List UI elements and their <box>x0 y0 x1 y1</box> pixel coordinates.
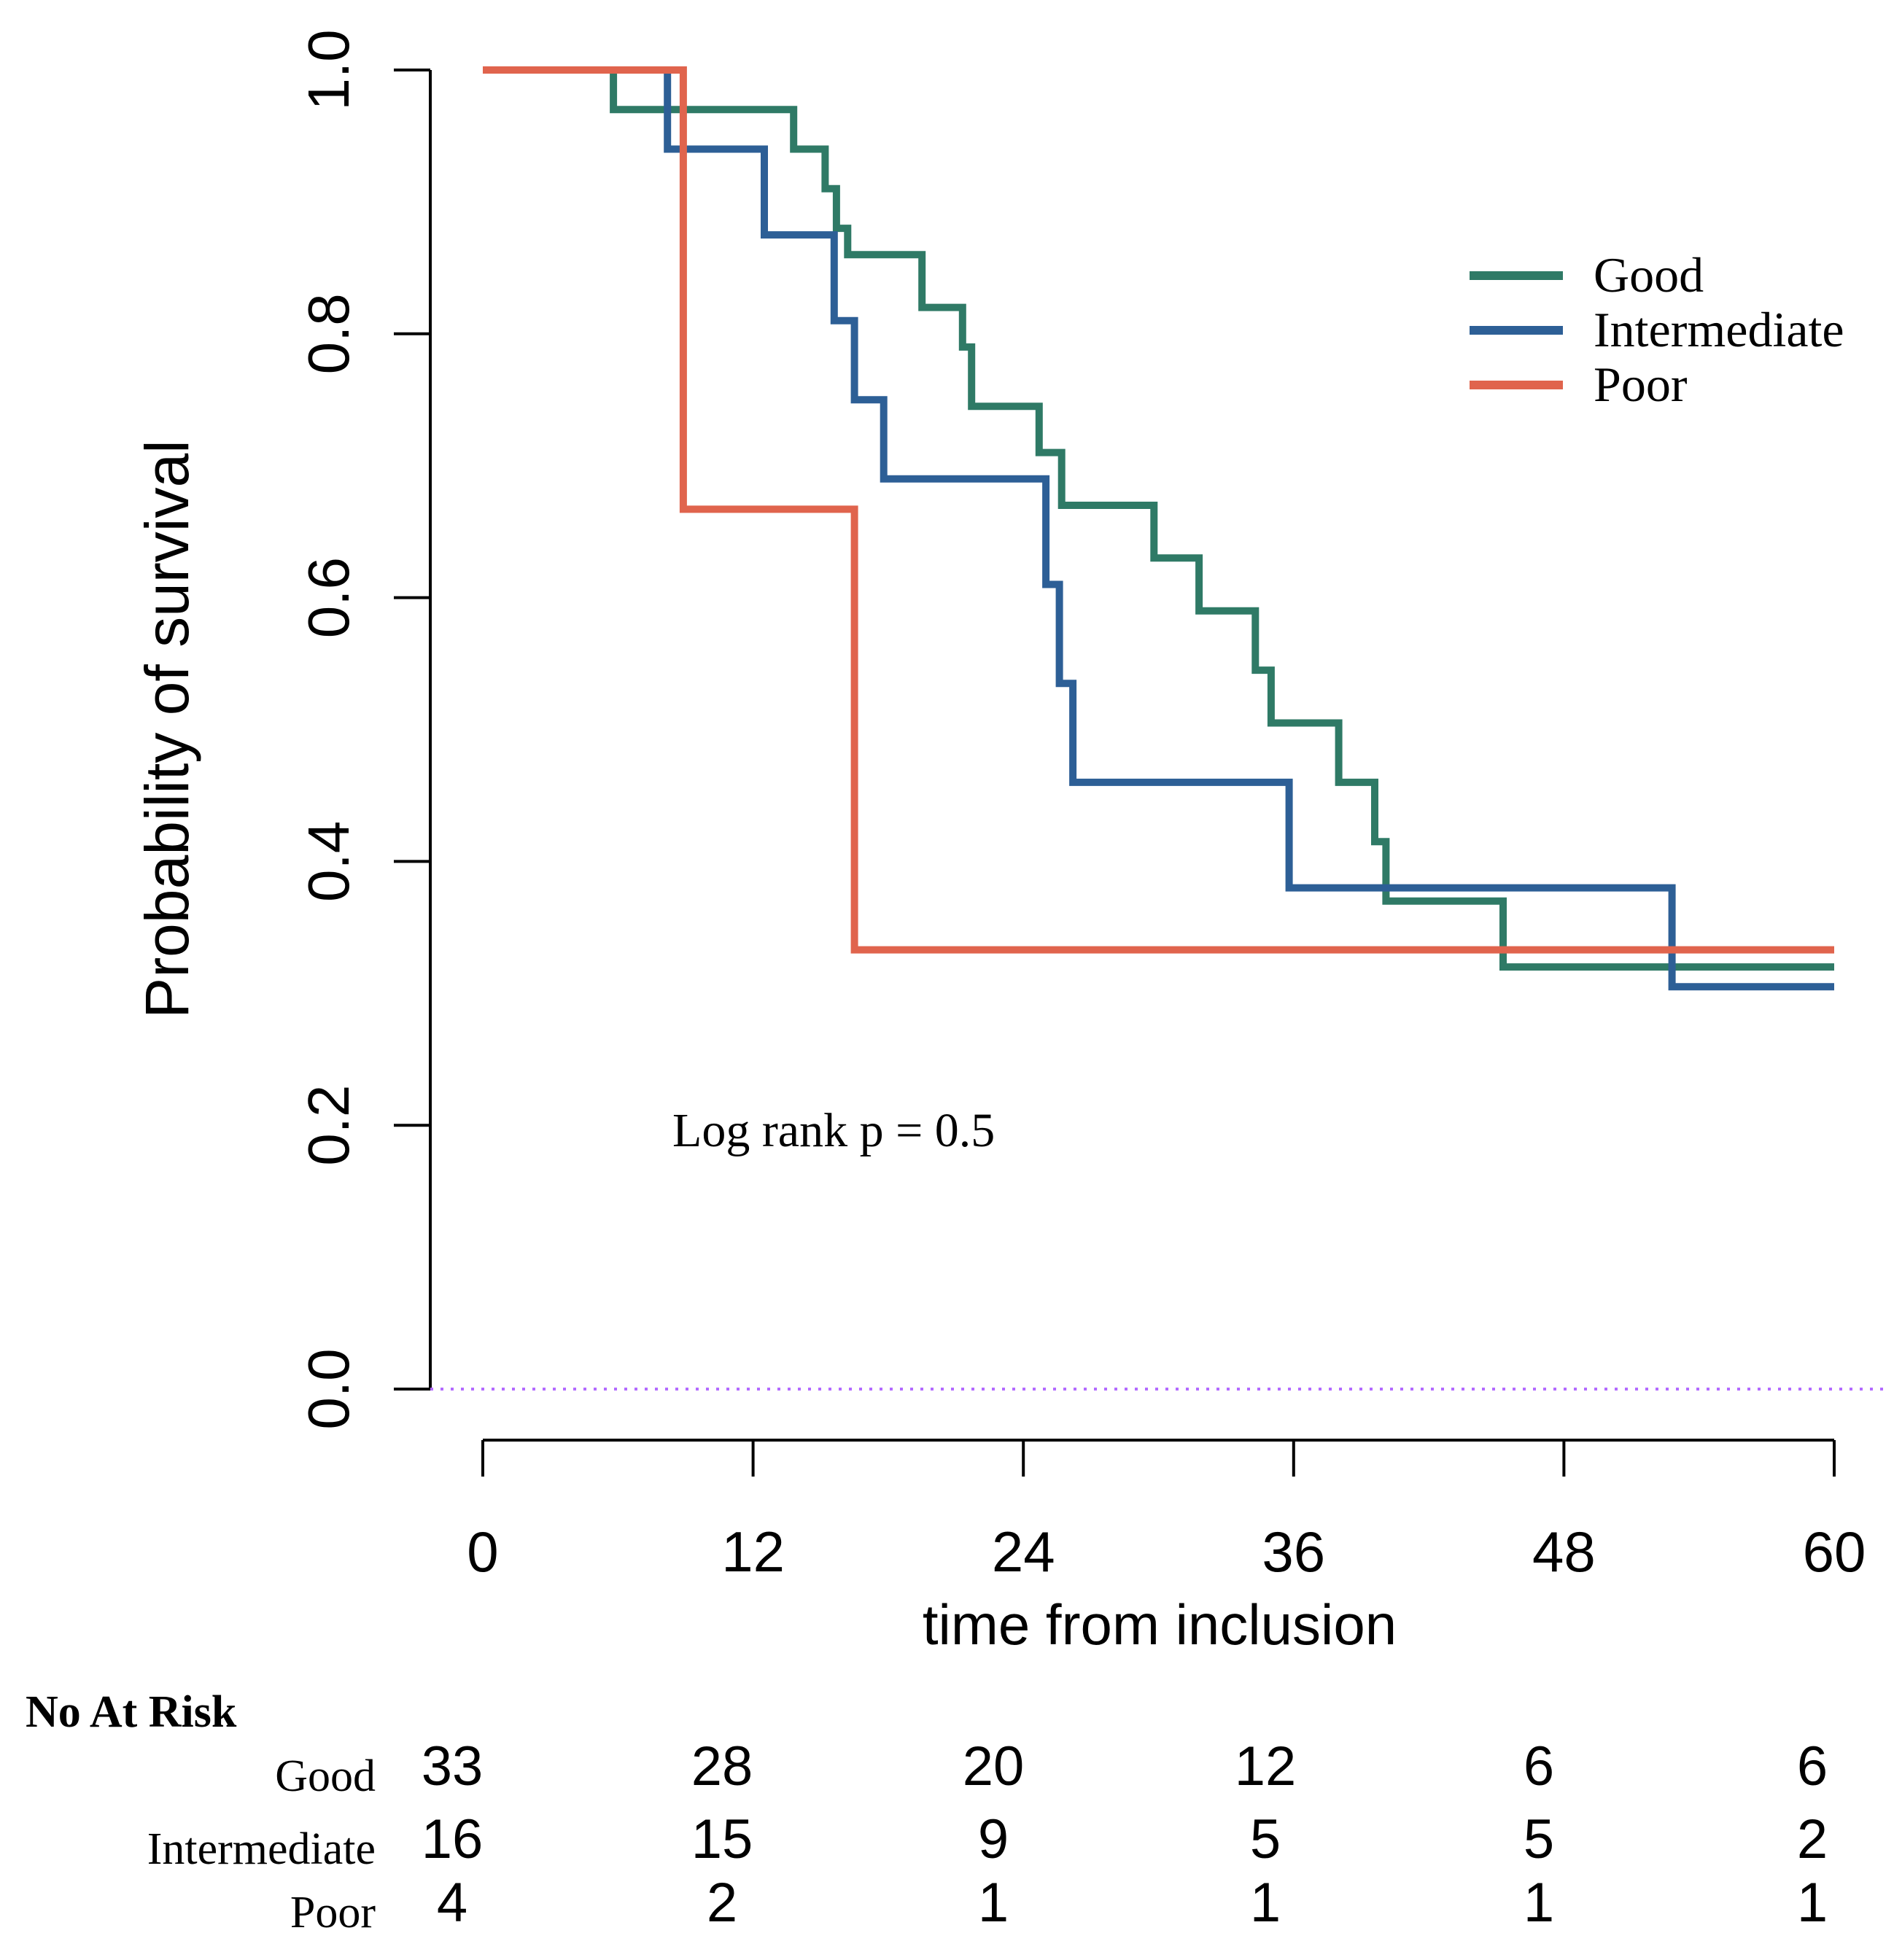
at-risk-count: 1 <box>1524 1872 1554 1934</box>
at-risk-count: 2 <box>1797 1808 1828 1870</box>
curve-intermediate <box>483 66 1834 991</box>
at-risk-count: 1 <box>1797 1872 1828 1934</box>
y-axis: 0.0 0.2 0.4 0.6 0.8 1.0 <box>296 29 432 1430</box>
at-risk-count: 12 <box>1235 1735 1297 1797</box>
x-axis: 0 12 24 36 48 60 <box>467 1439 1866 1584</box>
x-tick-label: 24 <box>992 1520 1055 1584</box>
at-risk-count: 15 <box>691 1808 753 1870</box>
x-tick-label: 60 <box>1803 1520 1866 1584</box>
at-risk-count: 5 <box>1524 1808 1554 1870</box>
at-risk-count: 20 <box>963 1735 1025 1797</box>
y-tick-label: 1.0 <box>296 29 361 110</box>
at-risk-count: 1 <box>978 1872 1009 1934</box>
y-axis-label: Probability of survival <box>133 440 201 1019</box>
legend-label-poor: Poor <box>1594 357 1688 412</box>
log-rank-annotation: Log rank p = 0.5 <box>672 1104 995 1157</box>
x-tick-label: 0 <box>467 1520 498 1584</box>
y-tick-label: 0.2 <box>296 1085 361 1166</box>
legend-label-intermediate: Intermediate <box>1594 302 1844 357</box>
y-tick-label: 0.4 <box>296 821 361 902</box>
at-risk-count: 9 <box>978 1808 1009 1870</box>
y-tick-label: 0.8 <box>296 293 361 374</box>
at-risk-count: 4 <box>437 1872 467 1934</box>
at-risk-row-label: Good <box>275 1751 376 1801</box>
y-tick-label: 0.6 <box>296 557 361 638</box>
curve-poor <box>483 66 1834 954</box>
legend-label-good: Good <box>1594 247 1704 303</box>
curve-good <box>483 66 1834 971</box>
y-tick-label: 0.0 <box>296 1348 361 1429</box>
at-risk-count: 5 <box>1250 1808 1281 1870</box>
at-risk-count: 28 <box>691 1735 753 1797</box>
at-risk-count: 6 <box>1797 1735 1828 1797</box>
at-risk-count: 1 <box>1250 1872 1281 1934</box>
at-risk-count: 33 <box>422 1735 484 1797</box>
at-risk-count: 2 <box>707 1872 737 1934</box>
survival-curves <box>483 66 1834 991</box>
at-risk-row-label: Intermediate <box>147 1824 376 1874</box>
at-risk-title: No At Risk <box>26 1687 237 1737</box>
x-tick-label: 12 <box>721 1520 785 1584</box>
x-axis-label: time from inclusion <box>923 1592 1397 1657</box>
at-risk-count: 6 <box>1524 1735 1554 1797</box>
x-tick-label: 48 <box>1532 1520 1596 1584</box>
at-risk-count: 16 <box>422 1808 484 1870</box>
x-tick-label: 36 <box>1262 1520 1325 1584</box>
at-risk-row-label: Poor <box>290 1888 376 1937</box>
